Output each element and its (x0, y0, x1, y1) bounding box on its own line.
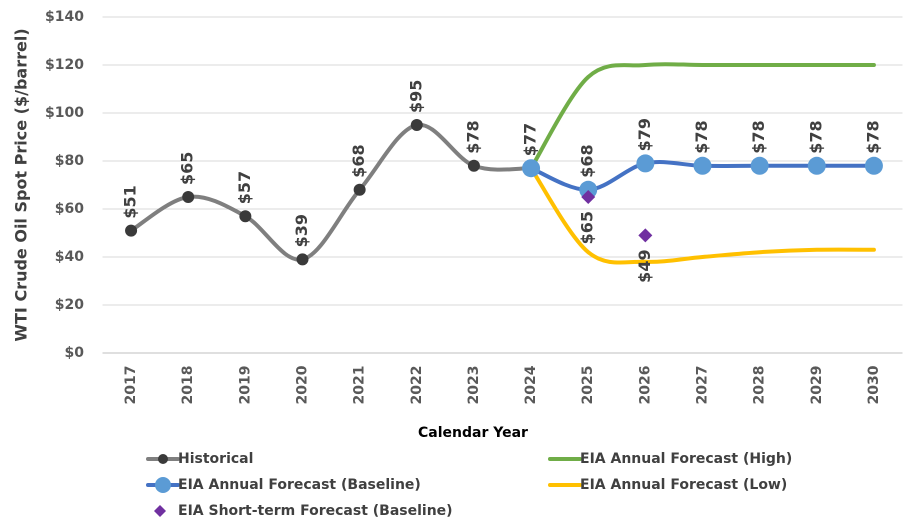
x-tick-label: 2030 (866, 365, 882, 404)
data-label: $77 (521, 123, 540, 156)
data-label: $95 (406, 80, 425, 113)
data-label: $49 (635, 249, 654, 282)
y-tick-label: $120 (45, 57, 84, 73)
data-label: $78 (863, 120, 882, 153)
y-tick-label: $80 (55, 153, 84, 169)
x-tick-label: 2024 (523, 365, 539, 404)
data-label: $78 (692, 120, 711, 153)
data-point (296, 253, 309, 266)
data-point (182, 191, 195, 203)
data-label: $78 (463, 120, 482, 153)
data-point (693, 156, 712, 175)
series-line (529, 166, 876, 265)
x-tick-label: 2027 (695, 366, 711, 405)
x-tick-label: 2026 (637, 366, 653, 405)
y-axis-title: WTI Crude Oil Spot Price ($/barrel) (12, 28, 31, 341)
legend-marker (155, 477, 171, 493)
data-label: $65 (578, 211, 597, 244)
x-tick-label: 2021 (352, 366, 368, 405)
y-tick-label: $0 (65, 345, 85, 361)
data-point (239, 210, 252, 223)
data-point (638, 228, 653, 243)
data-label: $65 (178, 152, 197, 185)
x-axis-title: Calendar Year (418, 425, 528, 441)
series-line (529, 62, 876, 171)
legend-label: EIA Annual Forecast (Low) (580, 477, 787, 493)
legend-marker (158, 454, 168, 464)
data-point (125, 224, 138, 237)
data-label: $51 (121, 185, 140, 218)
x-tick-label: 2019 (237, 366, 253, 405)
data-label: $78 (806, 120, 825, 153)
y-tick-label: $60 (55, 201, 84, 217)
series-line (129, 122, 534, 262)
data-label: $39 (292, 214, 311, 247)
x-tick-label: 2020 (295, 365, 311, 404)
data-point (750, 156, 769, 175)
x-tick-label: 2018 (180, 366, 196, 405)
data-point (467, 159, 480, 172)
legend-label: Historical (178, 451, 253, 467)
data-point (636, 154, 655, 173)
x-tick-label: 2017 (123, 366, 139, 405)
data-point (579, 180, 598, 199)
data-point (353, 183, 366, 196)
x-tick-label: 2025 (580, 366, 596, 405)
legend-label: EIA Annual Forecast (High) (580, 451, 792, 467)
data-point (807, 156, 826, 175)
legend-marker (154, 505, 166, 517)
x-tick-label: 2029 (809, 366, 825, 405)
x-tick-label: 2028 (752, 366, 768, 405)
legend-label: EIA Annual Forecast (Baseline) (178, 477, 421, 493)
data-label: $79 (635, 118, 654, 151)
y-tick-label: $40 (55, 249, 84, 265)
data-point (410, 119, 423, 131)
data-point (864, 156, 883, 175)
x-tick-label: 2022 (409, 366, 425, 405)
y-tick-label: $140 (45, 9, 84, 25)
y-tick-label: $20 (55, 297, 84, 313)
data-label: $57 (235, 171, 254, 204)
data-point (522, 159, 541, 178)
data-label: $68 (349, 144, 368, 177)
data-label: $78 (749, 120, 768, 153)
data-label: $68 (578, 144, 597, 177)
y-tick-label: $100 (45, 105, 84, 121)
legend-label: EIA Short-term Forecast (Baseline) (178, 503, 453, 519)
data-point (581, 190, 596, 204)
x-tick-label: 2023 (466, 366, 482, 405)
